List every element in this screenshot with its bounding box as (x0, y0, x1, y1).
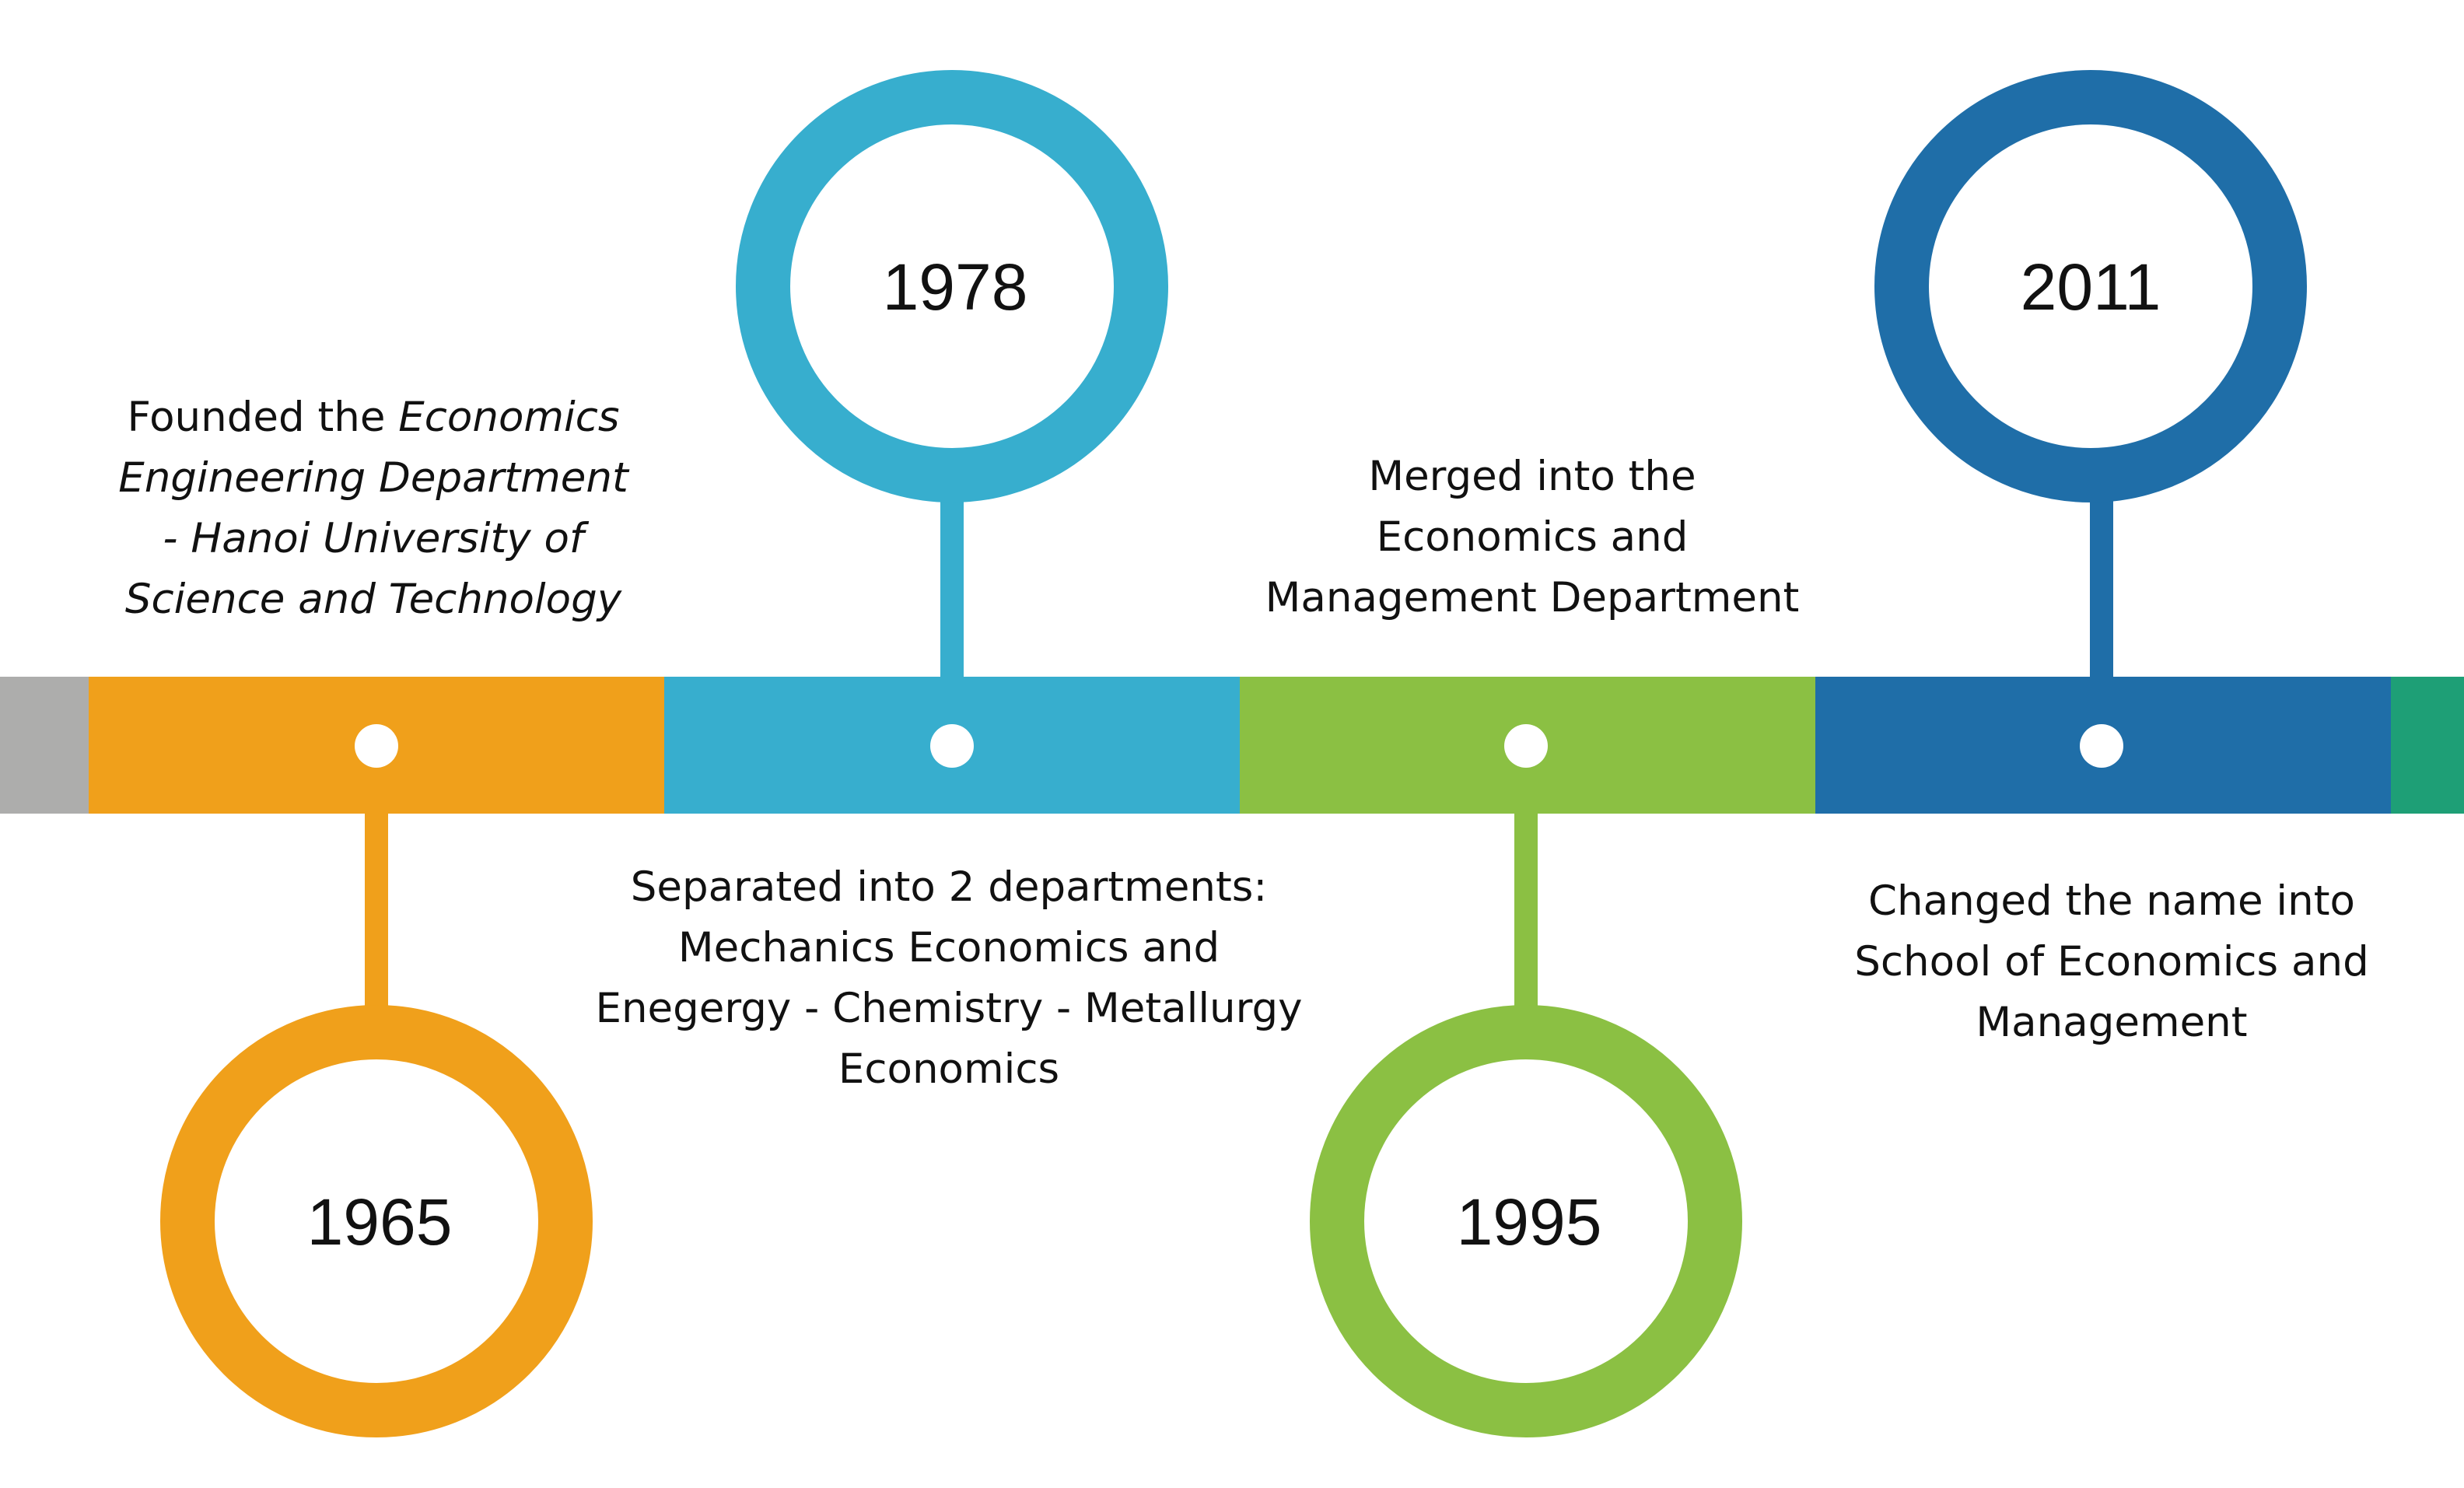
connector-1965 (365, 801, 388, 1042)
year-ring-1965 (160, 1005, 593, 1437)
milestone-1965: 1965 (160, 724, 593, 1437)
milestone-dot-1978 (930, 724, 974, 768)
year-label-1965: 1965 (307, 1185, 453, 1259)
milestone-1995: 1995 (1310, 724, 1742, 1437)
event-description-1995: Merged into the Economics and Management… (1260, 446, 1804, 628)
description-1995-text: Merged into the Economics and Management… (1265, 453, 1800, 621)
event-description-1965: Founded the Economics Engineering Depart… (109, 387, 638, 630)
bar-segment-end (2391, 677, 2464, 814)
year-ring-2011 (1874, 70, 2307, 502)
year-ring-1978 (736, 70, 1168, 502)
description-1965-italic: Economics Engineering Department - Hanoi… (118, 394, 628, 623)
milestone-1978: 1978 (736, 70, 1168, 768)
event-description-2011: Changed the name into School of Economic… (1843, 871, 2380, 1053)
year-label-2011: 2011 (2021, 250, 2161, 324)
year-label-1978: 1978 (883, 250, 1028, 324)
year-ring-1995 (1310, 1005, 1742, 1437)
connector-1995 (1514, 801, 1538, 1042)
milestone-2011: 2011 (1874, 70, 2307, 768)
bar-segment-start (0, 677, 89, 814)
description-1965-plain: Founded the (127, 394, 399, 441)
milestone-dot-1995 (1504, 724, 1548, 768)
description-1978-text: Separated into 2 departments: Mechanics … (595, 863, 1303, 1093)
year-label-1995: 1995 (1457, 1185, 1602, 1259)
event-description-1978: Separated into 2 departments: Mechanics … (591, 857, 1307, 1100)
milestone-dot-1965 (355, 724, 398, 768)
description-2011-text: Changed the name into School of Economic… (1854, 877, 2369, 1046)
milestone-dot-2011 (2080, 724, 2123, 768)
